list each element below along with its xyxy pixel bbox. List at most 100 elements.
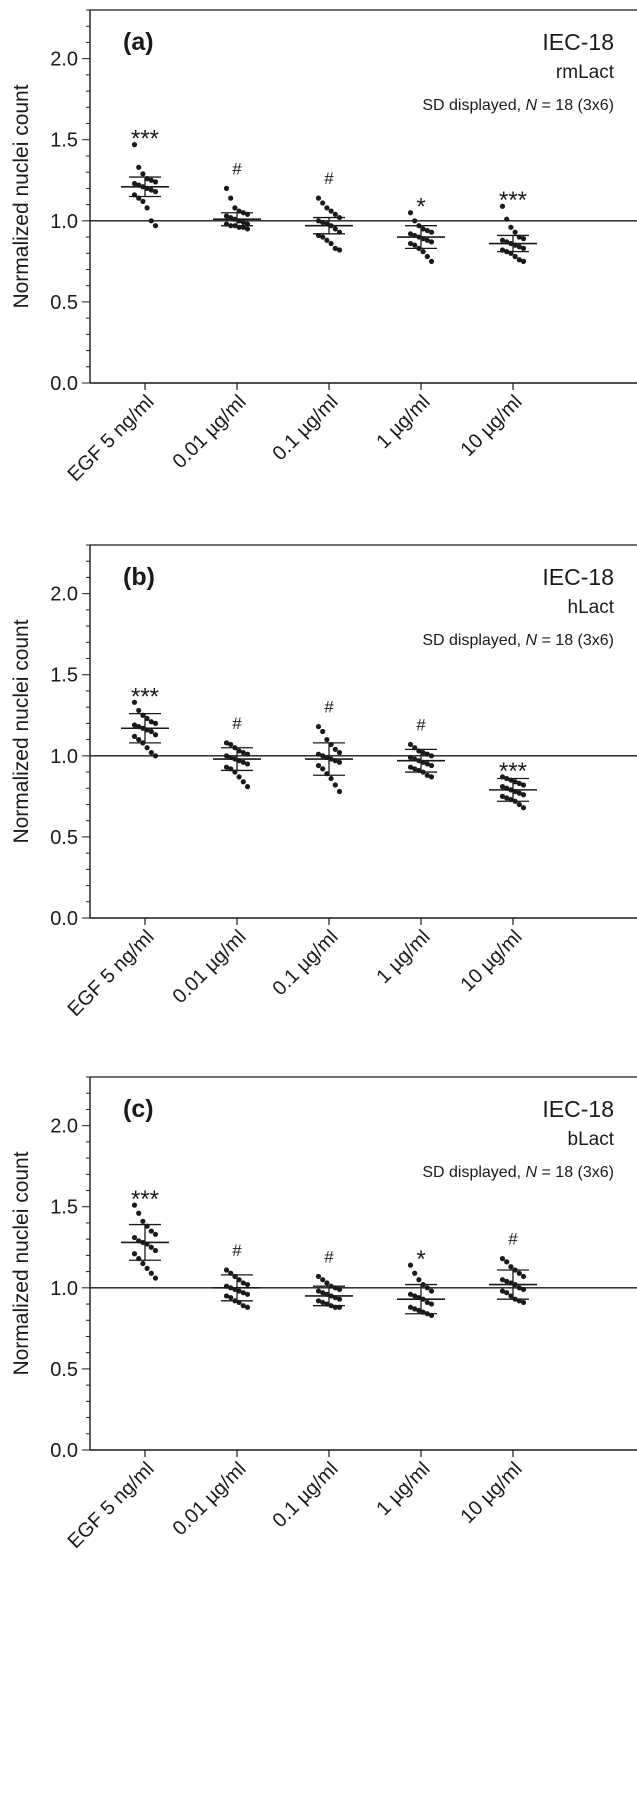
data-point	[236, 1288, 242, 1294]
data-point	[516, 780, 522, 786]
data-point	[236, 1277, 242, 1283]
data-point	[244, 1281, 251, 1288]
data-point	[144, 205, 150, 211]
x-tick-label: 0.1 µg/ml	[269, 926, 343, 1000]
protein-label: rmLact	[556, 62, 615, 83]
y-axis-label: Normalized nuclei count	[10, 1151, 33, 1375]
data-point	[512, 253, 518, 260]
data-point	[144, 1265, 150, 1271]
data-point	[136, 737, 142, 743]
significance-marker: *	[416, 194, 425, 221]
data-point	[499, 237, 506, 243]
data-point	[244, 784, 251, 790]
data-point	[152, 1231, 159, 1237]
data-point	[407, 210, 414, 216]
sd-note: SD displayed, N = 18 (3x6)	[422, 632, 614, 649]
data-point	[223, 740, 230, 746]
sd-note-prefix: SD displayed,	[422, 632, 525, 649]
data-point	[424, 1299, 430, 1306]
data-point	[152, 753, 159, 759]
data-point	[504, 1278, 510, 1284]
data-point	[131, 733, 138, 739]
data-point	[407, 231, 414, 237]
data-point	[407, 1304, 414, 1310]
protein-label: hLact	[568, 597, 615, 618]
data-point	[516, 790, 522, 796]
data-point	[240, 219, 246, 226]
panel-label: (a)	[123, 28, 154, 56]
data-point	[315, 724, 322, 730]
data-point	[148, 1228, 154, 1234]
data-point	[223, 764, 230, 770]
data-point	[424, 1285, 430, 1291]
data-point	[148, 177, 154, 183]
data-point	[320, 234, 326, 240]
significance-marker: #	[324, 169, 334, 188]
data-point	[428, 239, 435, 245]
data-point	[144, 715, 150, 722]
x-tick-label: EGF 5 ng/ml	[64, 391, 159, 486]
data-point	[407, 741, 414, 748]
data-point	[144, 745, 150, 751]
data-point	[131, 1202, 138, 1208]
data-point	[407, 240, 414, 247]
data-point	[520, 258, 527, 264]
data-point	[504, 1290, 510, 1296]
data-point	[332, 782, 338, 788]
data-point	[324, 237, 330, 243]
data-point	[499, 1277, 506, 1283]
data-point	[148, 749, 154, 756]
data-point	[412, 1293, 418, 1299]
data-point	[232, 205, 238, 211]
data-point	[148, 1270, 154, 1276]
y-tick-label: 0.5	[50, 292, 78, 314]
x-tick-label: 10 µg/ml	[456, 926, 526, 996]
panel-label: (b)	[123, 563, 155, 591]
data-point	[244, 1291, 251, 1297]
data-point	[140, 198, 146, 204]
sd-note-prefix: SD displayed,	[422, 1164, 525, 1181]
significance-marker: #	[324, 698, 334, 717]
data-point	[136, 707, 142, 714]
data-point	[504, 216, 510, 222]
data-point	[424, 772, 430, 778]
data-point	[223, 1293, 230, 1299]
data-point	[320, 200, 326, 206]
data-point	[131, 722, 138, 728]
data-point	[320, 728, 326, 735]
y-tick-label: 0.5	[50, 827, 78, 849]
data-point	[315, 762, 322, 769]
data-point	[320, 1290, 326, 1296]
y-tick-label: 0.0	[50, 1440, 78, 1462]
x-tick-label: 1 µg/ml	[372, 391, 434, 453]
data-point	[228, 1294, 234, 1301]
x-tick-label: 0.01 µg/ml	[169, 1458, 251, 1540]
x-tick-label: 0.01 µg/ml	[169, 391, 251, 473]
data-point	[416, 1277, 422, 1283]
data-point	[332, 245, 338, 251]
data-point	[240, 1303, 246, 1309]
y-tick-label: 2.0	[50, 49, 78, 71]
data-point	[424, 751, 430, 757]
data-point	[148, 187, 154, 193]
sd-note-suffix: = 18 (3x6)	[537, 97, 614, 114]
data-point	[428, 229, 435, 235]
significance-marker: #	[508, 1230, 518, 1249]
significance-marker: #	[232, 714, 242, 733]
y-tick-label: 1.5	[50, 130, 78, 152]
data-point	[320, 1299, 326, 1306]
y-tick-label: 1.5	[50, 665, 78, 687]
data-point	[140, 1260, 146, 1267]
data-point	[499, 784, 506, 790]
data-point	[412, 218, 418, 224]
data-point	[152, 223, 159, 229]
significance-marker: ***	[499, 758, 527, 785]
data-point	[148, 1244, 154, 1250]
data-point	[140, 171, 146, 177]
panel-c: 0.0 0.5 1.0 1.5 2.0 Normalized nuclei count (c…	[10, 1076, 637, 1553]
y-tick-label: 1.5	[50, 1197, 78, 1219]
data-point	[504, 1259, 510, 1265]
data-point	[516, 1270, 522, 1276]
sd-note-suffix: = 18 (3x6)	[537, 1164, 614, 1181]
data-point	[152, 732, 159, 738]
